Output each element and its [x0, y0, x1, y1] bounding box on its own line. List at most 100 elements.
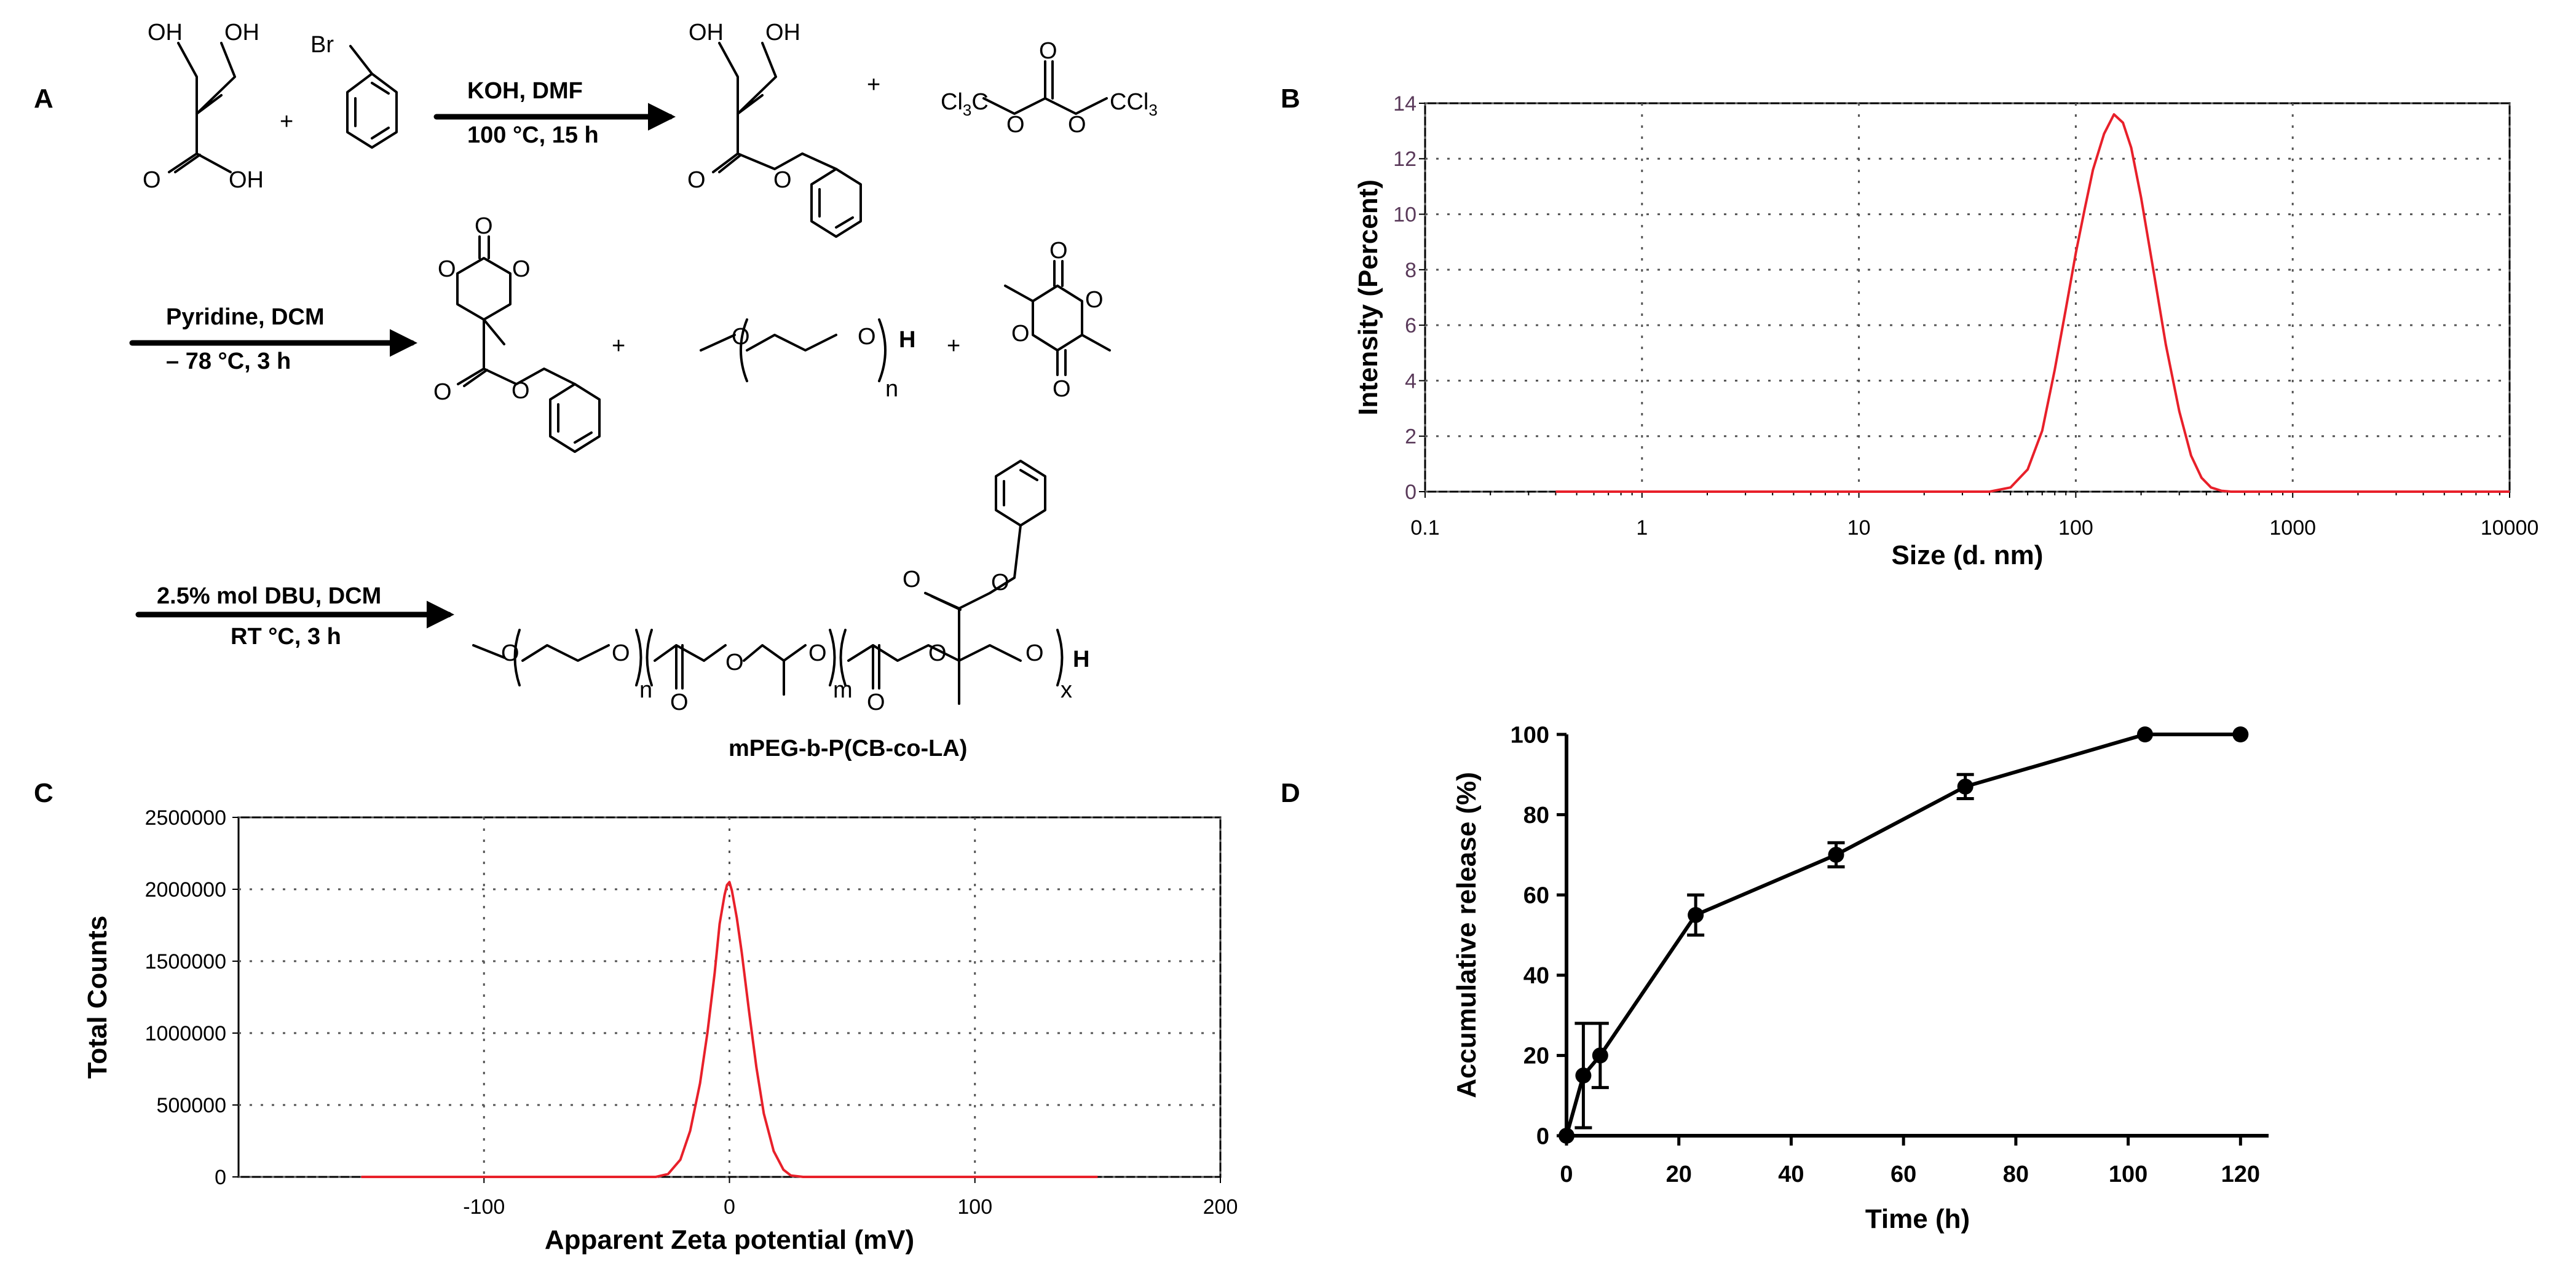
- chart-c-zeta-potential: -100 0 100 200 0 500000 1000000 1500000 2000000 2…: [82, 806, 1238, 1255]
- atom-o-p7: O: [928, 640, 947, 666]
- atom-oh-acid: OH: [229, 167, 264, 193]
- synthesis-scheme: OH OH O OH + Br KOH, DMF 100 °C, 15 h OH…: [129, 20, 1158, 761]
- atom-oh-3: OH: [689, 20, 724, 45]
- atom-o-t3: O: [1068, 112, 1086, 138]
- y-tick-label: 4: [1405, 369, 1416, 393]
- chart-d-release-profile: 0 20 40 60 80 100 120 0 20 40 60 80 100 Time (h) Accum…: [1452, 722, 2269, 1234]
- x-tick-label: -100: [463, 1195, 505, 1219]
- x-tick-label: 80: [2003, 1162, 2029, 1187]
- x-axis-label: Time (h): [1865, 1204, 1970, 1234]
- panel-label-b: B: [1281, 84, 1300, 114]
- y-axis-label: Intensity (Percent): [1353, 179, 1383, 415]
- atom-o-p1: O: [501, 640, 520, 666]
- x-tick-label: 1000: [2269, 516, 2316, 540]
- molecule-benzyl-bromide: Br: [310, 32, 398, 149]
- x-tick-label: 100: [2058, 516, 2093, 540]
- plot-frame: [1424, 102, 2511, 493]
- atom-o-p8: O: [1025, 640, 1044, 666]
- y-tick-label: 2: [1405, 425, 1416, 449]
- chart-b-size-distribution: 0.1 1 10 100 1000 10000 0 2 4 6 8 10 12 14 Size (d. nm…: [1353, 92, 2538, 570]
- y-tick-label: 0: [215, 1166, 226, 1189]
- y-tick-label: 1500000: [145, 950, 226, 973]
- atom-o-p6: O: [867, 690, 885, 715]
- atom-o-l4: O: [1053, 376, 1071, 402]
- sub-n-peg: n: [885, 376, 898, 402]
- conditions-step1-line2: 100 °C, 15 h: [467, 122, 599, 148]
- sub-m-p: m: [833, 677, 853, 703]
- x-tick-label: 1: [1636, 516, 1648, 540]
- conditions-step2-line1: Pyridine, DCM: [166, 304, 325, 330]
- data-point: [2232, 726, 2249, 742]
- y-axis-label: Total Counts: [82, 916, 113, 1079]
- data-point: [1575, 1068, 1592, 1084]
- atom-o-p9: O: [903, 567, 921, 592]
- plus-sign: +: [867, 72, 880, 98]
- atom-br: Br: [310, 32, 334, 58]
- atom-o-c4: O: [433, 379, 452, 405]
- molecule-mpeg: O O H n: [700, 318, 915, 402]
- y-tick-label: 40: [1523, 963, 1549, 989]
- y-tick-label: 500000: [157, 1094, 226, 1117]
- plus-sign: +: [947, 333, 960, 359]
- molecule-benzyl-ester-diol: OH OH O O: [687, 20, 862, 238]
- atom-o-ester2: O: [773, 167, 792, 193]
- atom-o-t1: O: [1006, 112, 1025, 138]
- atom-oh-2: OH: [224, 20, 259, 45]
- atom-o-p3: O: [670, 690, 689, 715]
- panel-label-d: D: [1281, 778, 1300, 808]
- data-point: [1592, 1047, 1608, 1064]
- atom-o-c2: O: [438, 256, 456, 282]
- product-name: mPEG-b-P(CB-co-LA): [729, 736, 967, 761]
- atom-h-peg: H: [899, 327, 915, 353]
- atom-oh-4: OH: [765, 20, 800, 45]
- atom-o-acid: O: [143, 167, 161, 193]
- x-tick-label: 100: [2109, 1162, 2147, 1187]
- atom-oh-1: OH: [148, 20, 183, 45]
- label-ccl3-right: CCl3: [1110, 89, 1158, 119]
- y-tick-label: 6: [1405, 314, 1416, 337]
- y-tick-label: 0: [1405, 481, 1416, 504]
- atom-o-c5: O: [512, 378, 530, 404]
- data-point: [1559, 1128, 1574, 1144]
- data-point: [1957, 778, 1973, 795]
- series-line: [1555, 113, 2510, 493]
- atom-o-c1: O: [475, 213, 493, 239]
- atom-o-l1: O: [1049, 238, 1068, 264]
- data-point: [1828, 846, 1844, 863]
- y-axis-label: Accumulative release (%): [1452, 772, 1482, 1098]
- atom-o-peg2: O: [858, 324, 876, 350]
- atom-o-ester: O: [687, 167, 706, 193]
- molecule-bis-mpa: OH OH O OH: [143, 20, 264, 193]
- molecule-triphosgene: Cl3C O O O CCl3: [941, 38, 1158, 138]
- atom-h-p: H: [1073, 647, 1089, 672]
- x-tick-label: 120: [2221, 1162, 2260, 1187]
- molecule-lactide: O O O O: [1004, 238, 1111, 402]
- series-line: [1565, 733, 2241, 1136]
- x-axis-label: Size (d. nm): [1892, 540, 2044, 570]
- atom-o-p4: O: [725, 650, 744, 675]
- x-tick-label: 40: [1778, 1162, 1804, 1187]
- y-tick-label: 80: [1523, 803, 1549, 828]
- label-ccl3-left: Cl3C: [941, 89, 989, 119]
- y-tick-label: 20: [1523, 1044, 1549, 1069]
- y-tick-label: 8: [1405, 259, 1416, 282]
- sub-n-p: n: [639, 677, 652, 703]
- conditions-step1-line1: KOH, DMF: [467, 78, 583, 104]
- x-tick-label: 200: [1203, 1195, 1238, 1219]
- data-point: [2137, 726, 2154, 742]
- conditions-step3-line2: RT °C, 3 h: [231, 624, 341, 650]
- y-tick-label: 1000000: [145, 1022, 226, 1045]
- panel-label-c: C: [34, 778, 53, 808]
- x-tick-label: 0: [724, 1195, 735, 1219]
- atom-o-peg1: O: [732, 324, 750, 350]
- atom-o-l2: O: [1085, 287, 1104, 313]
- plus-sign: +: [280, 109, 293, 135]
- molecule-copolymer: O O O O O O O O O O H n m x: [472, 460, 1089, 715]
- atom-o-p5: O: [808, 640, 827, 666]
- x-tick-label: 10000: [2481, 516, 2539, 540]
- atom-o-p10: O: [991, 570, 1009, 596]
- panel-label-a: A: [34, 84, 53, 114]
- data-point: [1688, 906, 1704, 923]
- y-tick-label: 2000000: [145, 878, 226, 902]
